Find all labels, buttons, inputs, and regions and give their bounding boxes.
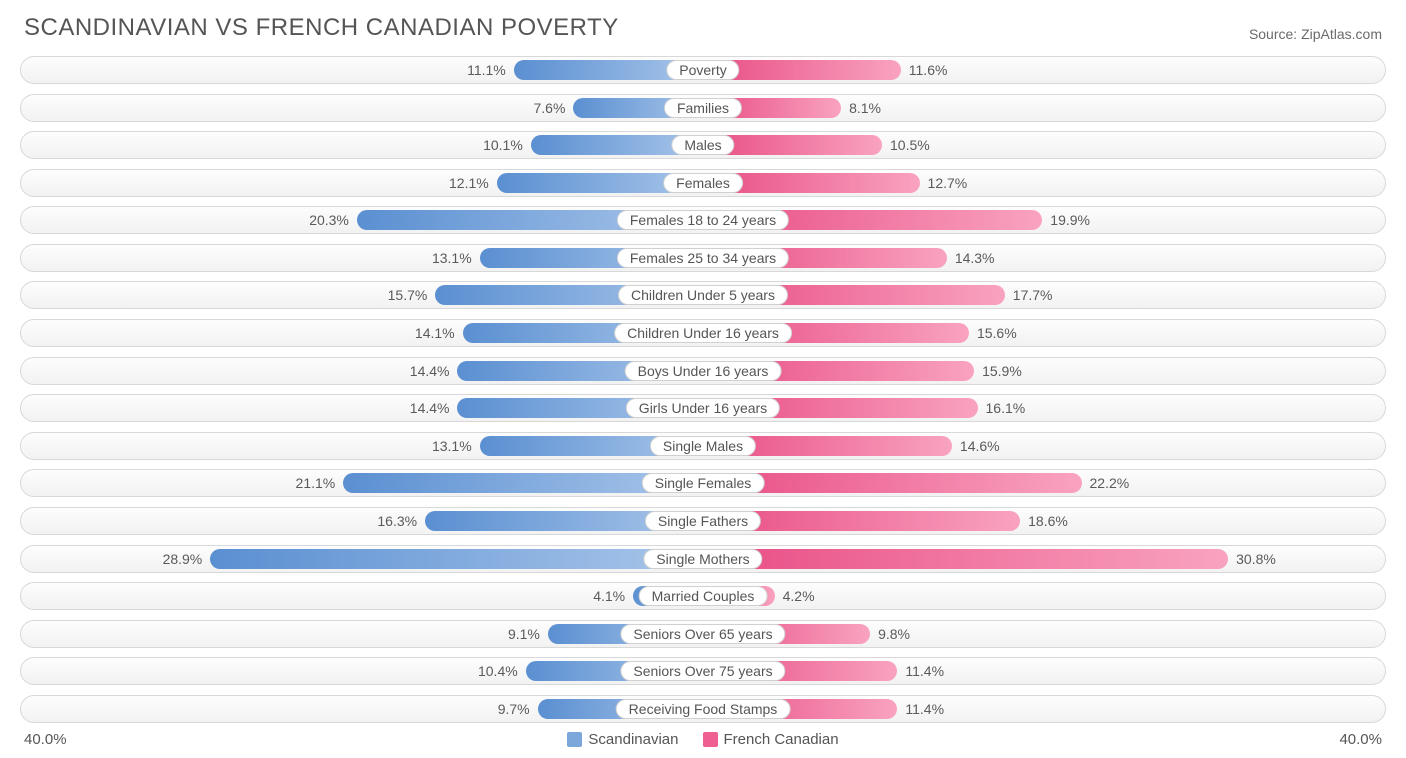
value-french-canadian: 9.8% [878, 626, 910, 642]
value-french-canadian: 14.3% [955, 250, 995, 266]
value-scandinavian: 14.1% [415, 325, 455, 341]
value-scandinavian: 10.4% [478, 663, 518, 679]
category-label: Children Under 16 years [614, 323, 792, 343]
chart-row: 10.1% 10.5% Males [20, 131, 1386, 159]
category-label: Boys Under 16 years [625, 361, 782, 381]
chart-title: SCANDINAVIAN VS FRENCH CANADIAN POVERTY [24, 14, 619, 42]
value-scandinavian: 20.3% [309, 212, 349, 228]
chart-row: 15.7% 17.7% Children Under 5 years [20, 281, 1386, 309]
value-scandinavian: 9.7% [498, 701, 530, 717]
value-french-canadian: 10.5% [890, 137, 930, 153]
category-label: Seniors Over 65 years [620, 624, 785, 644]
chart-row: 11.1% 11.6% Poverty [20, 56, 1386, 84]
axis-max-left: 40.0% [24, 731, 67, 748]
category-label: Children Under 5 years [618, 285, 788, 305]
category-label: Single Fathers [645, 511, 761, 531]
value-scandinavian: 13.1% [432, 250, 472, 266]
category-label: Married Couples [639, 586, 768, 606]
value-scandinavian: 13.1% [432, 438, 472, 454]
value-scandinavian: 9.1% [508, 626, 540, 642]
value-french-canadian: 4.2% [783, 588, 815, 604]
category-label: Females 18 to 24 years [617, 210, 789, 230]
source-attribution: Source: ZipAtlas.com [1249, 26, 1382, 42]
chart-row: 14.4% 15.9% Boys Under 16 years [20, 357, 1386, 385]
chart-row: 16.3% 18.6% Single Fathers [20, 507, 1386, 535]
header: SCANDINAVIAN VS FRENCH CANADIAN POVERTY … [20, 14, 1386, 50]
legend-swatch-french-canadian [703, 732, 718, 747]
value-french-canadian: 14.6% [960, 438, 1000, 454]
value-scandinavian: 16.3% [377, 513, 417, 529]
category-label: Receiving Food Stamps [616, 699, 791, 719]
chart-row: 13.1% 14.6% Single Males [20, 432, 1386, 460]
category-label: Males [671, 135, 734, 155]
value-scandinavian: 10.1% [483, 137, 523, 153]
value-scandinavian: 7.6% [534, 100, 566, 116]
value-french-canadian: 30.8% [1236, 551, 1276, 567]
value-french-canadian: 8.1% [849, 100, 881, 116]
legend-label-scandinavian: Scandinavian [588, 731, 678, 748]
value-scandinavian: 11.1% [467, 62, 506, 78]
category-label: Single Mothers [643, 549, 762, 569]
legend-swatch-scandinavian [567, 732, 582, 747]
value-scandinavian: 14.4% [410, 400, 450, 416]
category-label: Females 25 to 34 years [617, 248, 789, 268]
value-french-canadian: 11.6% [909, 62, 948, 78]
value-french-canadian: 11.4% [905, 663, 944, 679]
chart-row: 28.9% 30.8% Single Mothers [20, 545, 1386, 573]
chart-row: 20.3% 19.9% Females 18 to 24 years [20, 206, 1386, 234]
category-label: Females [663, 173, 743, 193]
value-french-canadian: 18.6% [1028, 513, 1068, 529]
chart-row: 12.1% 12.7% Females [20, 169, 1386, 197]
chart-row: 14.4% 16.1% Girls Under 16 years [20, 394, 1386, 422]
chart-row: 10.4% 11.4% Seniors Over 75 years [20, 657, 1386, 685]
value-scandinavian: 15.7% [388, 287, 428, 303]
value-french-canadian: 16.1% [986, 400, 1026, 416]
chart-container: SCANDINAVIAN VS FRENCH CANADIAN POVERTY … [0, 0, 1406, 758]
category-label: Families [664, 98, 742, 118]
value-french-canadian: 12.7% [928, 175, 968, 191]
value-french-canadian: 15.6% [977, 325, 1017, 341]
category-label: Girls Under 16 years [626, 398, 780, 418]
chart-row: 7.6% 8.1% Families [20, 94, 1386, 122]
value-scandinavian: 14.4% [410, 363, 450, 379]
legend-item-french-canadian: French Canadian [703, 731, 839, 748]
value-french-canadian: 22.2% [1090, 475, 1130, 491]
chart-body: 11.1%11.6%Poverty7.6%8.1%Families10.1%10… [20, 50, 1386, 725]
category-label: Single Males [650, 436, 756, 456]
legend-item-scandinavian: Scandinavian [567, 731, 678, 748]
footer: 40.0% Scandinavian French Canadian 40.0% [20, 725, 1386, 758]
value-scandinavian: 28.9% [163, 551, 203, 567]
value-french-canadian: 19.9% [1050, 212, 1090, 228]
chart-row: 14.1% 15.6% Children Under 16 years [20, 319, 1386, 347]
axis-max-right: 40.0% [1339, 731, 1382, 748]
chart-row: 13.1% 14.3% Females 25 to 34 years [20, 244, 1386, 272]
chart-row: 21.1% 22.2% Single Females [20, 469, 1386, 497]
legend: Scandinavian French Canadian [567, 731, 838, 748]
value-french-canadian: 17.7% [1013, 287, 1053, 303]
bar-scandinavian [210, 549, 703, 569]
chart-row: 9.1% 9.8% Seniors Over 65 years [20, 620, 1386, 648]
bar-french-canadian [703, 549, 1228, 569]
category-label: Poverty [666, 60, 739, 80]
value-french-canadian: 15.9% [982, 363, 1022, 379]
value-scandinavian: 21.1% [296, 475, 336, 491]
value-french-canadian: 11.4% [905, 701, 944, 717]
value-scandinavian: 12.1% [449, 175, 489, 191]
chart-row: 4.1% 4.2% Married Couples [20, 582, 1386, 610]
legend-label-french-canadian: French Canadian [724, 731, 839, 748]
value-scandinavian: 4.1% [593, 588, 625, 604]
category-label: Seniors Over 75 years [620, 661, 785, 681]
chart-row: 9.7% 11.4% Receiving Food Stamps [20, 695, 1386, 723]
category-label: Single Females [642, 473, 765, 493]
